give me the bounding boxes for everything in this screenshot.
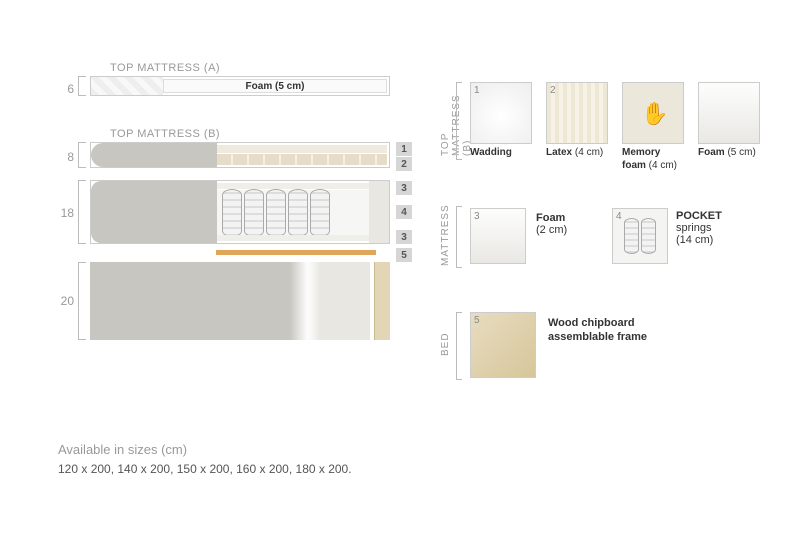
swatch-label-3r: (4 cm) — [646, 160, 677, 171]
swatch-wadding: 1 Wadding — [470, 82, 534, 172]
legend-bracket-3 — [456, 312, 462, 380]
callout-4: 4 — [396, 205, 412, 219]
swatch-label-4r: (5 cm) — [725, 147, 756, 158]
swatch-num-3: 3 — [474, 211, 480, 222]
legend-bracket-2 — [456, 206, 462, 268]
swatch-foam: Foam (5 cm) — [698, 82, 762, 172]
sizes-title: Available in sizes (cm) — [58, 442, 187, 457]
callout-2: 2 — [396, 157, 412, 171]
foam-rest: (2 cm) — [536, 224, 567, 236]
swatch-latex: 2 Latex (4 cm) — [546, 82, 610, 172]
callout-3a: 3 — [396, 181, 412, 195]
dim-line-20 — [78, 262, 86, 340]
section-a-title: TOP MATTRESS (A) — [110, 62, 220, 74]
callout-5: 5 — [396, 248, 412, 262]
legend-mattress-pocket: 4 POCKET springs (14 cm) — [612, 208, 722, 264]
swatch-num-1: 1 — [474, 85, 480, 96]
legend-bed: 5 Wood chipboard assemblable frame — [470, 312, 647, 378]
dim-20: 20 — [44, 294, 74, 308]
dim-line-18 — [78, 180, 86, 244]
dim-8: 8 — [44, 150, 74, 164]
pocket-rest: springs — [676, 222, 711, 234]
pocket-bold: POCKET — [676, 210, 722, 222]
hand-icon: ✋ — [641, 101, 668, 127]
dim-line-8 — [78, 142, 86, 168]
wood-l2: assemblable frame — [548, 331, 647, 343]
swatch-num-2: 2 — [550, 85, 556, 96]
legend-mattress-foam: 3 Foam (2 cm) — [470, 208, 567, 264]
legend-top-row: 1 Wadding 2 Latex (4 cm) ✋ Memory foam (… — [470, 82, 762, 172]
wood-strip — [216, 250, 376, 255]
swatch-label-1: Wadding — [470, 147, 512, 158]
legend-label-bed: BED — [440, 326, 451, 356]
swatch-label-2r: (4 cm) — [572, 147, 603, 158]
dim-18: 18 — [44, 206, 74, 220]
swatch-label-4b: Foam — [698, 147, 725, 158]
section-b-title: TOP MATTRESS (B) — [110, 128, 220, 140]
legend-bracket-1 — [456, 82, 462, 160]
callout-3b: 3 — [396, 230, 412, 244]
swatch-num-5: 5 — [474, 315, 480, 326]
callout-1: 1 — [396, 142, 412, 156]
mattress-layer — [90, 180, 390, 244]
dim-line-6 — [78, 76, 86, 96]
pocket-dim: (14 cm) — [676, 234, 713, 246]
top-mattress-b — [90, 142, 390, 168]
foam-a-label: Foam (5 cm) — [246, 81, 305, 92]
sizes-list: 120 x 200, 140 x 200, 150 x 200, 160 x 2… — [58, 462, 352, 476]
swatch-label-2b: Latex — [546, 147, 572, 158]
top-mattress-a: Foam (5 cm) — [90, 76, 390, 96]
wood-l1: Wood chipboard — [548, 317, 635, 329]
swatch-memory: ✋ Memory foam (4 cm) — [622, 82, 686, 172]
foam-bold: Foam — [536, 212, 565, 224]
legend-label-mattress: MATTRESS — [440, 210, 451, 266]
dim-6: 6 — [44, 82, 74, 96]
bed-layer — [90, 262, 390, 340]
swatch-num-4: 4 — [616, 211, 622, 222]
